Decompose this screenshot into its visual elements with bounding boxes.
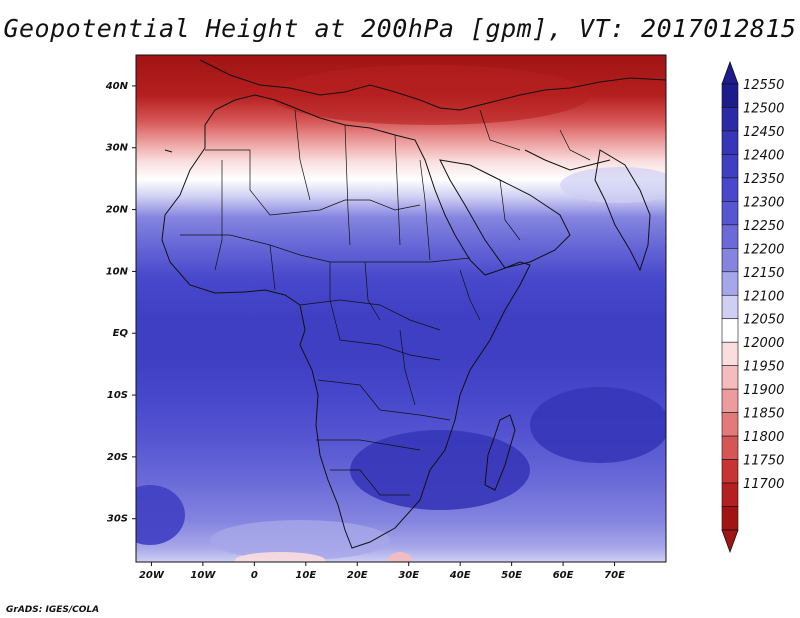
colorbar-swatch: [721, 201, 739, 226]
colorbar-swatch: [721, 365, 739, 390]
colorbar-label: 11800: [743, 430, 784, 445]
colorbar-swatch: [721, 388, 739, 413]
y-tick-label: 20S: [107, 452, 128, 463]
chart-title: Geopotential Height at 200hPa [gpm], VT:…: [3, 14, 797, 43]
colorbar-label: 12050: [743, 313, 784, 328]
colorbar-swatch: [721, 294, 739, 320]
colorbar-label: 12000: [743, 336, 784, 351]
y-tick-label: 30N: [106, 143, 129, 154]
footer-credit: GrADS: IGES/COLA: [6, 605, 100, 615]
colorbar-label: 12500: [743, 101, 784, 116]
colorbar-bottom-arrow: [721, 529, 739, 554]
colorbar-label: 12200: [743, 242, 784, 257]
colorbar-swatch: [721, 177, 739, 202]
colorbar-swatch: [721, 435, 739, 460]
x-tick-label: 10E: [295, 570, 316, 581]
x-tick-label: 20E: [347, 570, 368, 581]
y-tick-label: 10S: [107, 390, 128, 401]
europe-coast: [199, 59, 666, 111]
y-axis-ticks: 40N 30N 20N 10N EQ 10S 20S 30S: [105, 81, 136, 525]
colorbar-label: 11850: [743, 407, 784, 422]
colorbar-swatch: [721, 248, 739, 273]
colorbar-swatch: [721, 318, 739, 343]
colorbar-label: 12150: [743, 266, 784, 281]
x-tick-label: 0: [251, 570, 258, 581]
country-borders: [180, 109, 591, 496]
colorbar-top-arrow: [721, 60, 739, 85]
y-tick-label: 30S: [107, 514, 128, 525]
colorbar-swatch: [721, 341, 739, 366]
colorbar: 12550 12500 12450 12400 12350 12300 12250 12200…: [721, 60, 784, 554]
africa-outline: [161, 94, 531, 549]
x-axis-ticks: 20W 10W 0 10E 20E 30E 40E 50E 60E 70E: [139, 562, 625, 581]
x-tick-label: 10W: [190, 570, 216, 581]
x-tick-label: 30E: [398, 570, 419, 581]
colorbar-label: 11950: [743, 360, 784, 375]
x-tick-label: 40E: [449, 570, 471, 581]
gulf-coast: [524, 149, 611, 171]
x-tick-label: 50E: [501, 570, 522, 581]
colorbar-label: 12100: [743, 289, 784, 304]
colorbar-label: 11900: [743, 383, 784, 398]
y-tick-label: EQ: [113, 328, 129, 339]
colorbar-swatch: [721, 459, 739, 484]
colorbar-label: 12350: [743, 172, 784, 187]
height-field: [136, 55, 666, 562]
colorbar-swatch: [721, 107, 739, 132]
colorbar-swatch: [721, 506, 739, 531]
x-tick-label: 60E: [553, 570, 574, 581]
colorbar-label: 12300: [743, 195, 784, 210]
colorbar-swatch: [721, 412, 739, 437]
colorbar-swatch: [721, 482, 739, 507]
colorbar-label: 12450: [743, 125, 784, 140]
colorbar-label: 12400: [743, 148, 784, 163]
colorbar-label: 11750: [743, 454, 784, 469]
colorbar-swatch: [721, 154, 739, 179]
colorbar-label: 12550: [743, 78, 784, 93]
colorbar-swatch: [721, 224, 739, 249]
colorbar-label: 11700: [743, 477, 784, 492]
y-tick-label: 10N: [106, 266, 129, 277]
india-outline: [594, 149, 651, 272]
y-tick-label: 40N: [105, 81, 129, 92]
colorbar-swatch: [721, 271, 739, 296]
madagascar-outline: [484, 414, 516, 491]
canary-islands: [164, 149, 173, 153]
x-tick-label: 20W: [139, 570, 165, 581]
colorbar-swatch: [721, 130, 739, 155]
map-frame: [135, 54, 667, 563]
colorbar-label: 12250: [743, 219, 784, 234]
colorbar-swatch: [721, 83, 739, 108]
x-tick-label: 70E: [604, 570, 625, 581]
y-tick-label: 20N: [106, 205, 129, 216]
